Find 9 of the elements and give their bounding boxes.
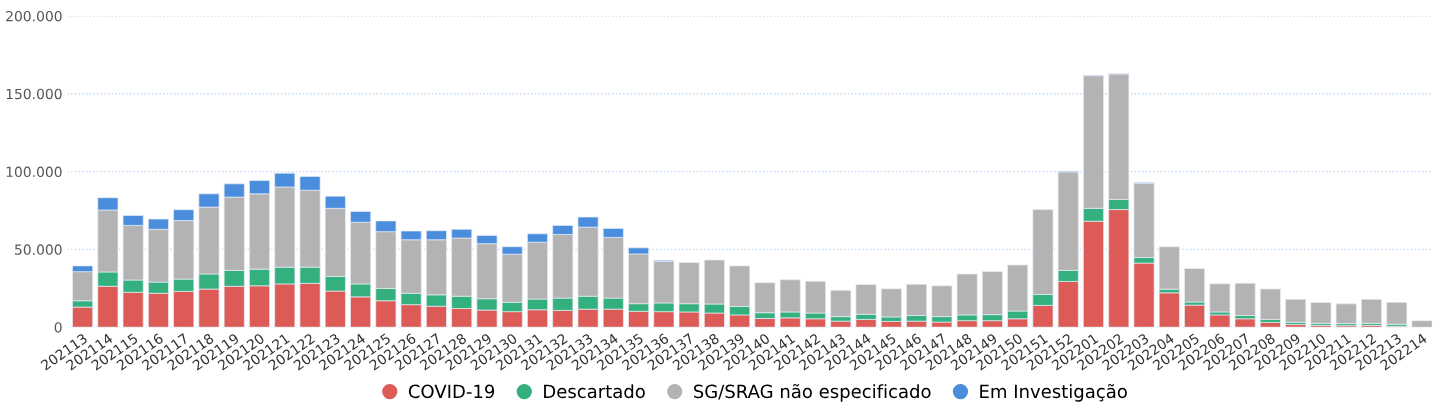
y-tick-label: 0: [54, 322, 62, 333]
y-tick-label: 50.000: [15, 244, 62, 255]
legend-label: Em Investigação: [980, 383, 1127, 402]
legend-label: Descartado: [544, 384, 645, 399]
legend-label: COVID-19: [408, 384, 495, 399]
y-tick-label: 100.000: [6, 166, 62, 178]
y-tick-label: 200.000: [6, 10, 62, 22]
y-tick-label: 150.000: [6, 88, 62, 100]
legend-label: SG/SRAG não especificado: [693, 383, 931, 402]
